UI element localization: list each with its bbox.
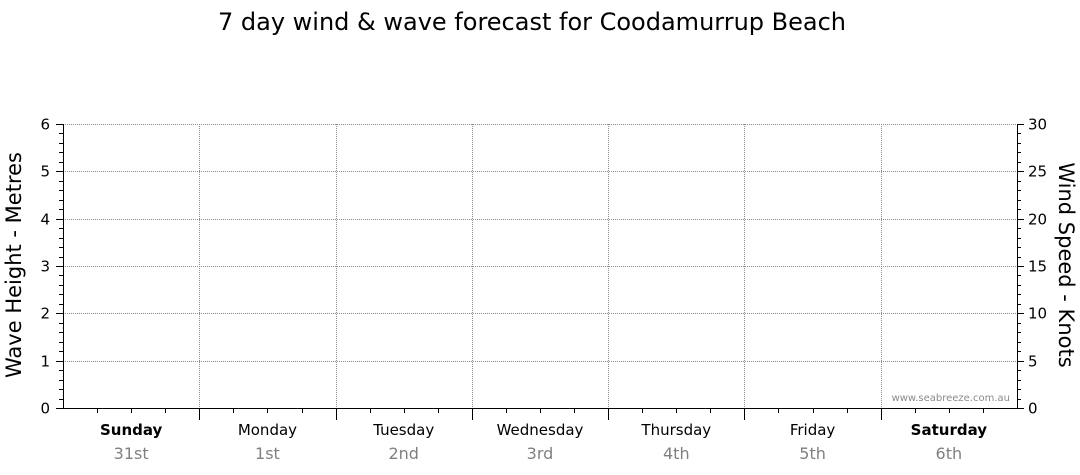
x-day-date: 2nd	[388, 444, 418, 463]
x-day-name: Monday	[238, 421, 297, 439]
grid-lines	[63, 124, 1017, 408]
y2-tick-label: 10	[1028, 305, 1047, 323]
x-axis-day-labels: Sunday 31st Monday 1st Tuesday 2nd Wednesday 3r…	[97, 408, 988, 463]
y-axis-label: Wave Height - Metres	[2, 152, 26, 378]
y2-tick-label: 0	[1028, 400, 1038, 418]
y-tick-label: 2	[40, 305, 50, 323]
x-day-date: 1st	[255, 444, 280, 463]
y2-tick-label: 30	[1028, 116, 1047, 134]
x-day-date: 6th	[936, 444, 963, 463]
y2-axis-ticks: 0 5 10 15 20 25 30	[1017, 116, 1047, 418]
chart-axes	[63, 124, 1018, 409]
y2-axis-label: Wind Speed - Knots	[1054, 162, 1078, 367]
y2-tick-label: 15	[1028, 258, 1047, 276]
watermark-text: www.seabreeze.com.au	[892, 393, 1010, 404]
y-tick-label: 5	[40, 163, 50, 181]
x-day-name: Thursday	[640, 421, 711, 439]
x-day-name: Wednesday	[497, 421, 584, 439]
y-tick-label: 1	[40, 353, 50, 371]
y-tick-label: 4	[40, 211, 50, 229]
x-day-date: 4th	[663, 444, 690, 463]
chart-title: 7 day wind & wave forecast for Coodamurr…	[218, 8, 846, 36]
y2-tick-label: 25	[1028, 163, 1047, 181]
y2-tick-label: 20	[1028, 211, 1047, 229]
x-day-date: 31st	[114, 444, 149, 463]
y-tick-label: 0	[40, 400, 50, 418]
y-tick-label: 6	[40, 116, 50, 134]
x-day-date: 5th	[799, 444, 826, 463]
x-day-date: 3rd	[527, 444, 554, 463]
x-day-name: Sunday	[100, 421, 163, 439]
y-axis-ticks: 0 1 2 3 4 5 6	[40, 116, 63, 418]
y-tick-label: 3	[40, 258, 50, 276]
x-day-name: Friday	[790, 421, 836, 439]
x-day-name: Tuesday	[372, 421, 434, 439]
x-day-name: Saturday	[911, 421, 988, 439]
y2-tick-label: 5	[1028, 353, 1038, 371]
